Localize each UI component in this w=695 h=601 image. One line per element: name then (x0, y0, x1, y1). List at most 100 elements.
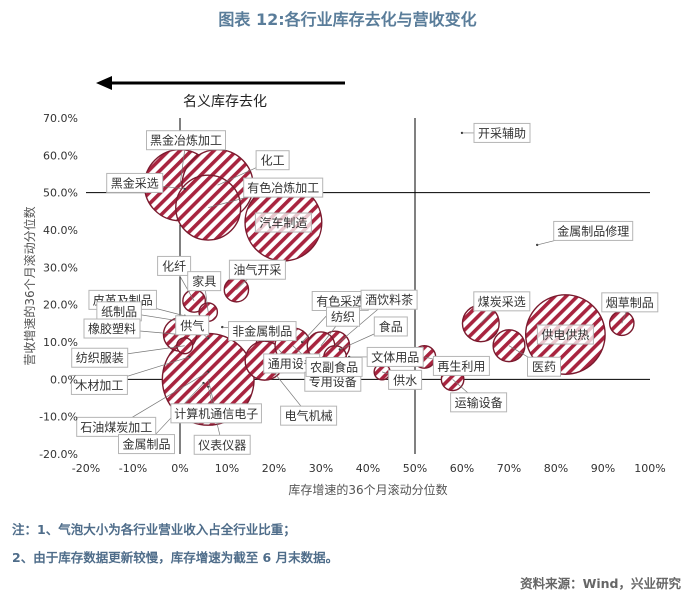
data-label: 油气开采 (233, 262, 281, 277)
data-label: 木材加工 (75, 378, 123, 392)
data-label-box (553, 220, 634, 241)
y-tick-label: 30.0% (43, 261, 78, 274)
data-label: 家具 (192, 274, 216, 289)
data-label: 橡胶塑料 (88, 321, 136, 336)
data-label: 黑金冶炼加工 (150, 133, 222, 148)
data-label-box (527, 356, 561, 377)
chart-title: 图表 12:各行业库存去化与营收变化 (218, 10, 477, 29)
y-tick-label: 0.0% (50, 373, 78, 386)
y-tick-label: 50.0% (43, 187, 78, 200)
data-label-box (243, 177, 324, 198)
data-label: 有色采选 (316, 295, 364, 309)
data-label: 计算机通信电子 (174, 406, 258, 421)
data-label: 化工 (261, 154, 285, 168)
data-label-box (326, 306, 360, 327)
dot-point (221, 325, 224, 329)
data-label: 供气 (180, 318, 204, 333)
data-label-box (473, 122, 531, 143)
bubble (176, 337, 194, 355)
y-tick-label: 60.0% (43, 149, 78, 162)
x-tick-label: 0% (171, 462, 188, 475)
data-label-box (157, 255, 192, 276)
source-note: 资料来源：Wind，兴业研究 (520, 576, 681, 591)
data-label-box (146, 130, 226, 151)
data-label: 食品 (379, 319, 403, 334)
data-label: 专用设备 (309, 374, 357, 389)
x-tick-label: 90% (591, 462, 615, 475)
data-label: 运输设备 (455, 395, 503, 410)
footnote-2: 2、由于库存数据更新较慢，库存增速为截至 6 月末数据。 (12, 550, 339, 565)
x-tick-label: 30% (309, 462, 333, 475)
data-label: 开采辅助 (478, 126, 526, 140)
y-tick-label: -20.0% (39, 448, 78, 461)
data-label: 黑金采选 (111, 175, 159, 190)
data-label: 纺织服装 (76, 351, 124, 365)
data-label: 供电供热 (541, 328, 589, 342)
y-tick-label: 40.0% (43, 224, 78, 237)
footnote-1: 注：1、气泡大小为各行业营业收入占全行业比重； (12, 522, 296, 537)
data-label-box (70, 374, 128, 395)
data-label-box (228, 259, 286, 280)
data-label-box (536, 324, 594, 345)
data-label: 有色冶炼加工 (247, 180, 319, 195)
data-label: 金属制品修理 (557, 223, 629, 238)
data-label: 仪表仪器 (198, 438, 246, 452)
x-tick-label: 10% (215, 462, 239, 475)
data-label: 化纤 (162, 259, 186, 273)
data-label: 纸制品 (101, 305, 137, 319)
bubble (608, 310, 635, 337)
data-label: 文体用品 (371, 349, 419, 364)
x-tick-label: -10% (119, 462, 147, 475)
data-label-box (255, 150, 290, 171)
data-label-box (450, 392, 508, 413)
data-label-box (71, 347, 129, 368)
data-label: 石油煤炭加工 (80, 420, 152, 434)
data-label: 医药 (532, 360, 556, 374)
data-label: 再生利用 (437, 359, 485, 373)
data-label: 烟草制品 (606, 296, 654, 310)
x-tick-label: 20% (262, 462, 286, 475)
x-tick-label: 50% (403, 462, 427, 475)
data-label: 非金属制品 (232, 324, 292, 339)
data-label: 纺织 (331, 310, 355, 324)
data-label-box (228, 321, 297, 342)
data-label-box (432, 355, 490, 376)
x-tick-label: 100% (634, 462, 665, 475)
data-label-box (170, 403, 262, 424)
data-label-box (118, 434, 175, 455)
data-label-box (373, 316, 408, 337)
data-label-box (76, 416, 157, 437)
inventory-annotation: 名义库存去化 (183, 94, 267, 110)
data-label-box (388, 369, 423, 390)
data-label-box (187, 271, 222, 292)
data-label: 农副食品 (310, 359, 358, 374)
dot-point (188, 355, 191, 359)
data-label-box (193, 434, 251, 455)
x-tick-label: 70% (497, 462, 521, 475)
data-label: 酒饮料茶 (365, 292, 413, 307)
data-label-box (254, 212, 312, 233)
x-tick-label: 60% (450, 462, 474, 475)
y-tick-label: 70.0% (43, 112, 78, 125)
data-label-box (175, 315, 210, 336)
data-label: 通用设备 (268, 357, 316, 371)
x-tick-label: 80% (544, 462, 568, 475)
data-label: 电气机械 (285, 408, 333, 423)
data-label-box (601, 292, 659, 313)
data-label: 金属制品 (122, 437, 170, 452)
data-label-box (366, 346, 424, 367)
data-label-box (305, 356, 363, 377)
data-label-box (280, 405, 338, 426)
data-label: 供水 (393, 373, 417, 387)
data-label-box (83, 318, 141, 339)
data-label-box (106, 172, 164, 193)
x-axis-title: 库存增速的36个月滚动分位数 (288, 482, 447, 497)
data-label: 汽车制造 (259, 215, 307, 230)
y-tick-label: 10.0% (43, 336, 78, 349)
x-tick-label: -20% (72, 462, 100, 475)
y-tick-label: -10.0% (39, 411, 78, 424)
data-label-box (360, 289, 418, 310)
y-axis-title: 营收增速的36个月滚动分位数 (22, 206, 37, 365)
x-tick-label: 40% (356, 462, 380, 475)
